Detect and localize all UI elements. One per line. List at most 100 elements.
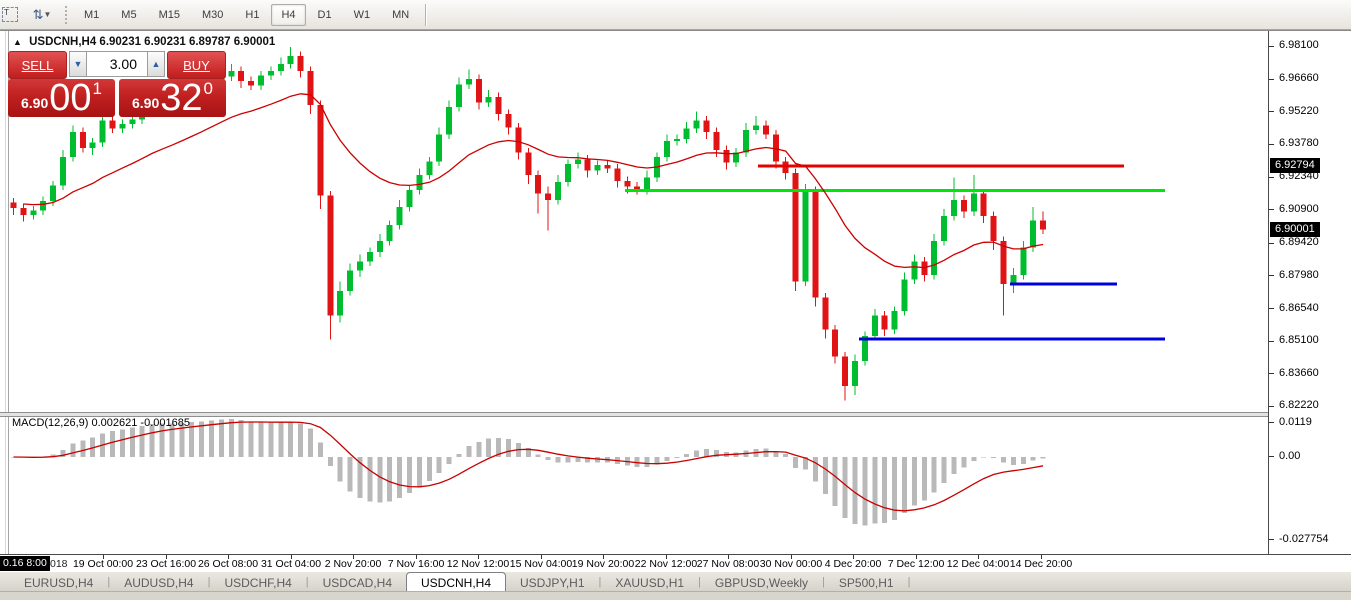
- price-tick-label: 6.95220: [1279, 104, 1319, 117]
- price-tag: 6.90001: [1270, 221, 1320, 237]
- select-tool-icon[interactable]: T: [2, 4, 24, 26]
- chart-tab-bar: EURUSD,H4 | AUDUSD,H4 | USDCHF,H4 | USDCAD,H4 U…: [0, 572, 1351, 591]
- macd-tick-label: 0.0119: [1279, 415, 1312, 428]
- time-tick-mark: [291, 555, 292, 559]
- time-label: 19 Oct 00:00: [72, 558, 134, 570]
- tab-separator: |: [907, 575, 911, 588]
- timeframe-button-m1[interactable]: M1: [84, 8, 100, 21]
- chart-tab-eurusd-h4[interactable]: EURUSD,H4: [24, 575, 94, 590]
- chevron-down-icon: ▼: [43, 10, 52, 19]
- time-label: 2 Nov 20:00: [324, 558, 382, 570]
- time-label: 19 Nov 20:00: [571, 558, 635, 570]
- sort-arrows-icon: ⇅: [32, 6, 44, 22]
- timeframe-button-mn[interactable]: MN: [392, 8, 410, 21]
- time-label: 31 Oct 04:00: [260, 558, 322, 570]
- price-tick-label: 6.82220: [1279, 399, 1319, 412]
- timeframe-button-m15[interactable]: M15: [158, 8, 180, 21]
- chart-tab-sp500-h1[interactable]: SP500,H1: [838, 575, 894, 590]
- time-tick-mark: [853, 555, 854, 559]
- chart-ohlc-values: 6.90231 6.90231 6.89787 6.90001: [99, 36, 276, 48]
- tab-separator: |: [107, 575, 111, 588]
- timeframe-button-m30[interactable]: M30: [201, 8, 224, 21]
- chart-ohlc-title: ▲ USDCNH,H4 6.90231 6.90231 6.89787 6.90…: [13, 36, 275, 48]
- price-tick-mark: [1269, 242, 1274, 244]
- volume-increase-button[interactable]: ▲: [147, 51, 165, 77]
- toolbar-grip[interactable]: [65, 5, 67, 24]
- time-label: 27 Nov 08:00: [696, 558, 760, 570]
- tab-separator: |: [598, 575, 602, 588]
- buy-button[interactable]: BUY: [167, 51, 226, 79]
- timeframe-button-d1[interactable]: D1: [317, 8, 332, 21]
- price-tick-mark: [1269, 340, 1274, 342]
- macd-canvas[interactable]: [9, 415, 1268, 554]
- price-tick-label: 6.86540: [1279, 301, 1319, 314]
- trade-panel-toggle-icon[interactable]: ▲: [13, 37, 22, 47]
- text-tool-icon: T: [2, 7, 18, 22]
- buy-price-big: 32: [160, 77, 203, 119]
- tab-separator: |: [207, 575, 211, 588]
- price-tick-mark: [1269, 176, 1274, 178]
- price-axis[interactable]: 6.98100 6.96660 6.95220 6.93780 6.92340 6.909…: [1268, 31, 1351, 554]
- timeframe-button-w1[interactable]: W1: [353, 8, 371, 21]
- time-tick-mark: [166, 555, 167, 559]
- chart-symbol-period: USDCNH,H4: [29, 36, 97, 48]
- price-tick-mark: [1269, 143, 1274, 145]
- timeframe-button-h4[interactable]: H4: [271, 3, 306, 26]
- chart-tab-usdcad-h4[interactable]: USDCAD,H4: [322, 575, 392, 590]
- price-tick-label: 6.87980: [1279, 268, 1319, 281]
- chart-tab-usdjpy-h1[interactable]: USDJPY,H1: [520, 575, 585, 590]
- price-tick-mark: [1269, 405, 1274, 407]
- macd-tick-label: 0.00: [1279, 449, 1301, 462]
- price-tick-mark: [1269, 308, 1274, 309]
- price-tick-mark: [1269, 78, 1274, 80]
- tab-separator: |: [698, 575, 701, 588]
- price-tick-label: 6.96660: [1279, 72, 1319, 85]
- time-tick-mark: [228, 555, 229, 559]
- price-tick-mark: [1269, 111, 1274, 113]
- tab-separator: |: [822, 575, 825, 588]
- status-strip: [0, 591, 1351, 600]
- time-tick-mark: [791, 555, 792, 559]
- window-frame-line: [5, 31, 6, 554]
- chart-tab-usdcnh-h4[interactable]: USDCNH,H4: [406, 572, 507, 591]
- chart-tab-xauusd-h1[interactable]: XAUUSD,H1: [615, 575, 685, 590]
- chart-window: ▲ USDCNH,H4 6.90231 6.90231 6.89787 6.90…: [0, 30, 1351, 573]
- price-tick-label: 6.98100: [1279, 39, 1319, 52]
- buy-price-sup: 0: [203, 79, 213, 98]
- time-tick-mark: [478, 555, 479, 559]
- time-axis[interactable]: 0.16 8:00 018 19 Oct 00:00 23 Oct 16:00 26…: [0, 554, 1351, 572]
- indicator-window-splitter[interactable]: [0, 412, 1268, 417]
- time-label: 22 Nov 12:00: [634, 558, 698, 570]
- chart-tab-gbpusd-weekly[interactable]: GBPUSD,Weekly: [714, 575, 809, 590]
- time-label-partial: 018: [50, 558, 68, 570]
- macd-tick-mark: [1269, 456, 1274, 457]
- time-label: 23 Oct 16:00: [135, 558, 197, 570]
- time-label: 14 Dec 20:00: [1009, 558, 1073, 570]
- timeframe-button-h1[interactable]: H1: [245, 8, 260, 21]
- time-tick-mark: [978, 555, 979, 559]
- chart-tab-usdchf-h4[interactable]: USDCHF,H4: [224, 575, 292, 590]
- time-label: 7 Nov 16:00: [387, 558, 445, 570]
- price-tick-label: 6.90900: [1279, 202, 1319, 215]
- sell-button[interactable]: SELL: [8, 51, 67, 79]
- time-label: 30 Nov 00:00: [759, 558, 823, 570]
- time-tick-mark: [603, 555, 604, 559]
- toolbar-separator: [425, 3, 428, 26]
- time-tick-mark: [728, 555, 729, 559]
- time-label: 12 Nov 12:00: [446, 558, 510, 570]
- sell-price-panel[interactable]: 6.90 00 1: [8, 79, 115, 117]
- price-tick-label: 6.85100: [1279, 334, 1319, 347]
- price-tick-label: 6.83660: [1279, 366, 1319, 379]
- volume-input[interactable]: [87, 51, 147, 77]
- timeframe-button-m5[interactable]: M5: [121, 8, 137, 21]
- time-tick-mark: [103, 555, 104, 559]
- volume-decrease-button[interactable]: ▼: [69, 51, 87, 77]
- buy-price-panel[interactable]: 6.90 32 0: [119, 79, 226, 117]
- time-label: 26 Oct 08:00: [197, 558, 259, 570]
- chart-tab-audusd-h4[interactable]: AUDUSD,H4: [124, 575, 194, 590]
- time-tick-mark: [916, 555, 917, 559]
- price-tick-mark: [1269, 373, 1274, 375]
- arrange-charts-icon[interactable]: ⇅ ▼: [26, 4, 58, 26]
- time-tick-mark: [666, 555, 667, 559]
